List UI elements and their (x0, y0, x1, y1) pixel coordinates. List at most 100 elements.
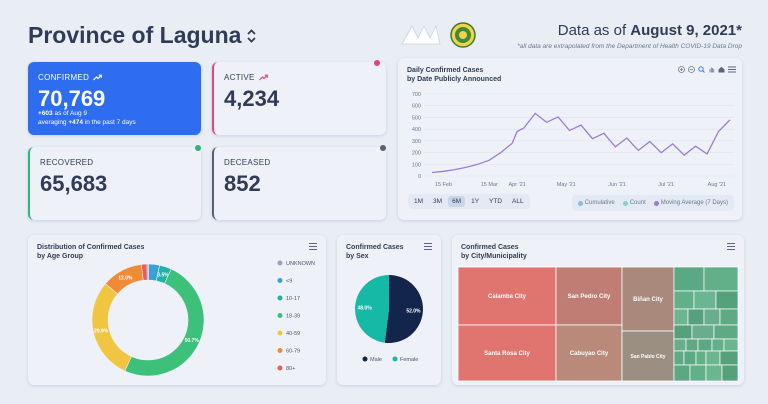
pan-icon[interactable] (708, 66, 715, 73)
range-button-1y[interactable]: 1Y (471, 198, 480, 205)
home-icon[interactable] (718, 66, 725, 73)
moving-average-line[interactable] (431, 112, 731, 174)
page-title[interactable]: Province of Laguna (28, 22, 257, 49)
confirmed-card: CONFIRMED 70,769 +603 as of Aug 9 averag… (28, 62, 201, 135)
treemap-cell-small[interactable] (695, 350, 707, 366)
donut-slice-80[interactable] (141, 263, 148, 281)
range-button-ytd[interactable]: YTD (489, 198, 503, 205)
line-chart-legend: Cumulative Count Moving Average (7 Days) (571, 195, 734, 211)
legend-item[interactable]: Count (622, 200, 646, 206)
treemap-cell-small[interactable] (685, 338, 699, 352)
treemap-cell-small[interactable] (689, 364, 707, 382)
y-tick-label: 500 (412, 115, 421, 121)
donut-data-label: 29.9% (94, 328, 109, 334)
legend-label: UNKNOWN (286, 261, 315, 267)
treemap-cell-small[interactable] (719, 350, 739, 366)
trend-up-icon (258, 74, 268, 81)
range-button-all[interactable]: ALL (512, 198, 524, 205)
daily-cases-line-chart[interactable]: 0 100 200 300 400 500 600 700 15 Feb 15 Mar Apr '2… (398, 58, 742, 193)
treemap-cell-small[interactable] (705, 350, 721, 366)
treemap-cell[interactable] (621, 330, 675, 382)
treemap-cell-small[interactable] (719, 308, 739, 326)
treemap-cell-small[interactable] (711, 338, 725, 352)
range-selector: 1M 3M 6M 1Y YTD ALL (408, 194, 530, 209)
treemap-cell[interactable] (555, 266, 623, 326)
treemap-cell-small[interactable] (673, 290, 695, 310)
donut-slice-1839[interactable] (124, 268, 205, 377)
legend-dot[interactable] (277, 295, 283, 301)
donut-slice-4059[interactable] (91, 283, 132, 372)
legend-dot[interactable] (277, 330, 283, 336)
treemap-cell-small[interactable] (687, 308, 705, 326)
age-group-donut-chart[interactable]: 3.5% 50.7% 29.9% 12.0% UNKNOWN <9 10-17 18-39 40… (28, 235, 326, 385)
menu-icon[interactable] (728, 66, 736, 73)
treemap-cell-small[interactable] (673, 350, 685, 366)
legend-item[interactable]: Cumulative (577, 200, 615, 206)
legend-dot[interactable] (277, 278, 283, 283)
y-tick-label: 300 (412, 139, 421, 145)
treemap-cell-small[interactable] (697, 338, 713, 352)
pie-slice-female[interactable] (355, 275, 389, 343)
range-button-3m[interactable]: 3M (433, 198, 443, 205)
menu-icon[interactable] (309, 243, 317, 250)
deceased-label: DECEASED (224, 158, 271, 167)
treemap-cell-small[interactable] (715, 290, 739, 310)
range-button-6m[interactable]: 6M (448, 196, 466, 207)
treemap-cell-small[interactable] (673, 324, 693, 340)
x-tick-label: 15 Mar (481, 182, 498, 188)
treemap-cell-small[interactable] (673, 266, 705, 292)
legend-dot[interactable] (277, 313, 283, 318)
treemap-cell-small[interactable] (693, 290, 717, 310)
data-source-note: *all data are extrapolated from the Depa… (517, 43, 742, 50)
legend-dot[interactable] (277, 260, 283, 266)
zoom-out-icon[interactable] (688, 66, 695, 73)
legend-dot[interactable] (392, 356, 398, 362)
legend-dot[interactable] (277, 365, 283, 371)
pie-data-label: 48.0% (357, 305, 372, 311)
chevron-up-down-icon[interactable] (247, 28, 257, 43)
treemap-label: Cabuyao City (570, 351, 609, 357)
x-tick-label: Jun '21 (608, 182, 626, 188)
active-value: 4,234 (224, 86, 280, 111)
confirmed-value: 70,769 (38, 86, 106, 111)
treemap-cell-small[interactable] (713, 324, 739, 340)
legend-item[interactable]: Moving Average (7 Days) (653, 200, 728, 206)
donut-data-label: 12.0% (118, 276, 133, 282)
daily-cases-card: Daily Confirmed Cases by Date Publicly A… (398, 58, 742, 220)
menu-icon[interactable] (424, 243, 432, 250)
treemap-cell-small[interactable] (673, 308, 689, 326)
treemap-label: San Pedro City (568, 294, 611, 300)
treemap-cell-small[interactable] (703, 266, 739, 292)
y-tick-label: 700 (412, 92, 421, 98)
menu-icon[interactable] (727, 243, 735, 250)
recovered-value: 65,683 (40, 171, 108, 196)
treemap-cell-small[interactable] (721, 364, 739, 382)
treemap-cell-small[interactable] (673, 338, 687, 352)
recovered-card: RECOVERED 65,683 (28, 145, 201, 220)
city-treemap-chart[interactable]: Calamba City Santa Rosa City San Pedro Cit… (452, 235, 744, 385)
search-icon[interactable] (698, 66, 705, 73)
active-card: ACTIVE 4,234 (212, 60, 386, 135)
deceased-value: 852 (224, 171, 261, 196)
age-group-title: Distribution of Confirmed Cases by Age G… (37, 244, 145, 260)
brand-logo-icon (401, 24, 441, 45)
city-card: Confirmed Cases by City/Municipality Cal… (452, 235, 744, 385)
legend-label: Female (400, 357, 418, 363)
treemap-cell-small[interactable] (705, 364, 723, 382)
recovered-dot (195, 145, 201, 151)
treemap-cell-small[interactable] (673, 364, 691, 382)
treemap-cell-small[interactable] (703, 308, 721, 326)
range-button-1m[interactable]: 1M (414, 198, 424, 205)
treemap-cell-small[interactable] (683, 350, 697, 366)
legend-dot[interactable] (362, 356, 368, 362)
treemap-cell-small[interactable] (723, 338, 739, 352)
pie-slice-male[interactable] (384, 275, 423, 343)
treemap-cell[interactable] (621, 266, 675, 332)
treemap-cell-small[interactable] (691, 324, 715, 340)
age-group-card: Distribution of Confirmed Cases by Age G… (28, 235, 326, 385)
legend-dot[interactable] (277, 348, 283, 353)
sex-pie-chart[interactable]: 52.0% 48.0% Male Female (337, 235, 441, 385)
treemap-cell[interactable] (457, 266, 557, 326)
zoom-in-icon[interactable] (678, 66, 685, 73)
chart-toolbar (678, 66, 736, 73)
